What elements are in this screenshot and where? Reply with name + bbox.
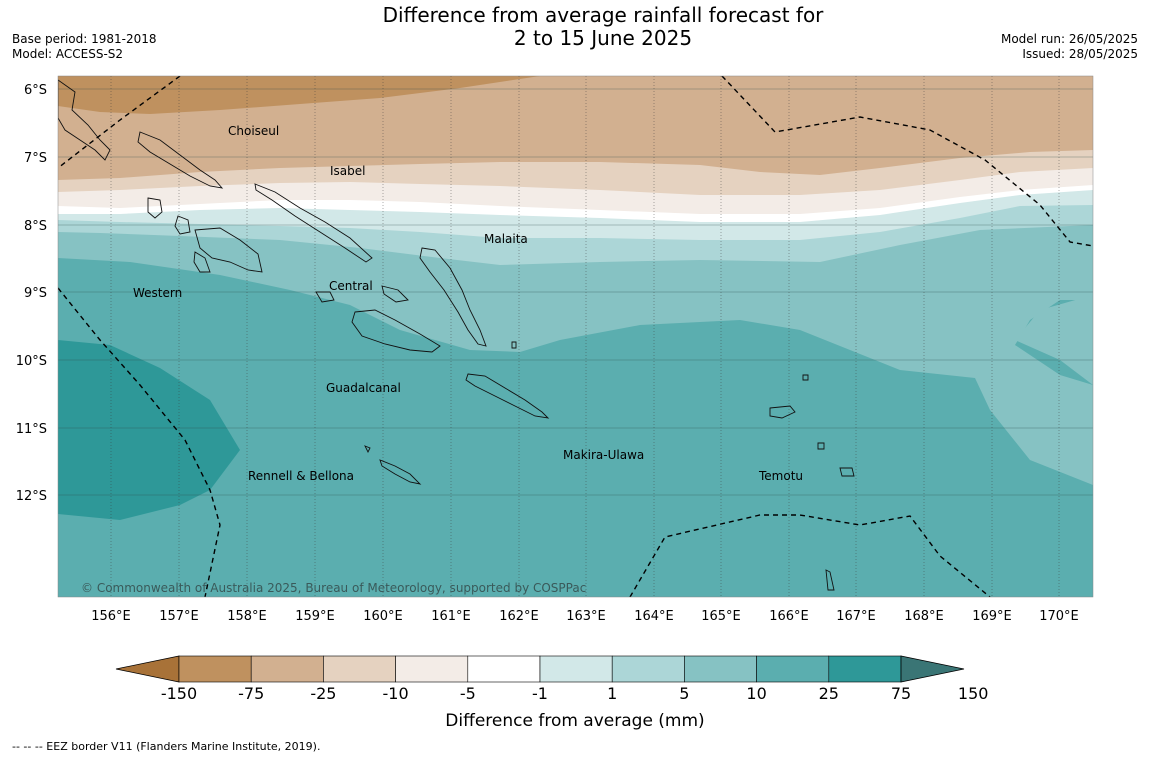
lat-label-8s: 8°S bbox=[24, 219, 47, 234]
colorbar-segment bbox=[395, 655, 469, 683]
colorbar: -150 -75 -25 -10 -5 -1 1 5 10 25 75 150 bbox=[115, 655, 989, 703]
bellona-island bbox=[364, 445, 371, 454]
lon-label-169e: 169°E bbox=[972, 609, 1012, 624]
vanuatu-north-islands bbox=[825, 569, 835, 591]
eez-legend: -- -- -- EEZ border V11 (Flanders Marine… bbox=[12, 740, 321, 753]
title-line-2: 2 to 15 June 2025 bbox=[513, 26, 693, 50]
lon-label-170e: 170°E bbox=[1039, 609, 1079, 624]
label-western: Western bbox=[133, 286, 182, 300]
lon-label-158e: 158°E bbox=[227, 609, 267, 624]
colorbar-tick-label: 75 bbox=[891, 684, 911, 703]
colorbar-tick-label: -75 bbox=[238, 684, 264, 703]
lon-label-168e: 168°E bbox=[904, 609, 944, 624]
model-name: Model: ACCESS-S2 bbox=[12, 47, 124, 61]
lat-label-9s: 9°S bbox=[24, 286, 47, 301]
colorbar-tick-label: -1 bbox=[532, 684, 548, 703]
lon-label-156e: 156°E bbox=[91, 609, 131, 624]
colorbar-tick-label: -10 bbox=[383, 684, 409, 703]
label-rennell-bellona: Rennell & Bellona bbox=[248, 469, 354, 483]
lon-label-157e: 157°E bbox=[159, 609, 199, 624]
small-islet-1 bbox=[511, 341, 517, 349]
title-line-1: Difference from average rainfall forecas… bbox=[382, 3, 824, 27]
model-run-date: Model run: 26/05/2025 bbox=[1000, 32, 1138, 46]
colorbar-extend-high bbox=[900, 655, 965, 683]
malaita-island bbox=[419, 247, 487, 347]
lat-label-12s: 12°S bbox=[16, 489, 47, 504]
colorbar-segment bbox=[756, 655, 830, 683]
lon-label-163e: 163°E bbox=[566, 609, 606, 624]
lat-label-7s: 7°S bbox=[24, 151, 47, 166]
colorbar-segment bbox=[539, 655, 613, 683]
label-guadalcanal: Guadalcanal bbox=[326, 381, 401, 395]
lat-label-10s: 10°S bbox=[16, 354, 47, 369]
map-title: Difference from average rainfall forecas… bbox=[300, 4, 906, 50]
lon-label-160e: 160°E bbox=[363, 609, 403, 624]
colorbar-tick-label: -5 bbox=[460, 684, 476, 703]
base-period: Base period: 1981-2018 bbox=[12, 32, 157, 46]
label-makira-ulawa: Makira-Ulawa bbox=[563, 448, 644, 462]
colorbar-segment bbox=[178, 655, 252, 683]
lat-label-6s: 6°S bbox=[24, 83, 47, 98]
colorbar-tick-label: 5 bbox=[679, 684, 689, 703]
label-choiseul: Choiseul bbox=[228, 124, 279, 138]
utupua-island bbox=[817, 442, 825, 450]
rendova-island bbox=[193, 251, 211, 273]
colorbar-tick-label: 150 bbox=[958, 684, 989, 703]
small-islet-2 bbox=[802, 374, 809, 381]
kolombangara-island bbox=[174, 215, 191, 235]
lon-label-159e: 159°E bbox=[295, 609, 335, 624]
label-isabel: Isabel bbox=[330, 164, 365, 178]
guadalcanal-island bbox=[351, 309, 441, 353]
colorbar-tick-label: 10 bbox=[746, 684, 766, 703]
lon-label-167e: 167°E bbox=[836, 609, 876, 624]
lon-label-164e: 164°E bbox=[634, 609, 674, 624]
run-info: Model run: 26/05/2025 Issued: 28/05/2025 bbox=[1001, 32, 1138, 62]
label-central: Central bbox=[329, 279, 373, 293]
colorbar-segment bbox=[611, 655, 685, 683]
new-georgia-island bbox=[194, 227, 263, 273]
band-75-150 bbox=[58, 340, 240, 520]
colorbar-segment bbox=[467, 655, 541, 683]
lon-label-166e: 166°E bbox=[769, 609, 809, 624]
vanikoro-island bbox=[839, 467, 855, 477]
florida-islands bbox=[381, 285, 409, 303]
eez-borders bbox=[58, 76, 1093, 597]
colorbar-segment bbox=[323, 655, 396, 683]
colorbar-tick-label: -25 bbox=[310, 684, 336, 703]
vella-lavella-island bbox=[147, 197, 163, 219]
lon-label-165e: 165°E bbox=[701, 609, 741, 624]
label-temotu: Temotu bbox=[758, 469, 803, 483]
latitude-gridlines bbox=[58, 88, 1093, 496]
lat-label-11s: 11°S bbox=[16, 422, 47, 437]
rainfall-anomaly-field: Choiseul Isabel Malaita Western Central … bbox=[58, 76, 1093, 597]
colorbar-tick-label: 1 bbox=[607, 684, 617, 703]
island-coastlines bbox=[58, 79, 855, 591]
rennell-island bbox=[379, 459, 422, 485]
label-malaita: Malaita bbox=[484, 232, 528, 246]
issued-date: Issued: 28/05/2025 bbox=[1022, 47, 1138, 61]
colorbar-segment bbox=[828, 655, 902, 683]
lon-label-162e: 162°E bbox=[499, 609, 539, 624]
copyright-notice: © Commonwealth of Australia 2025, Bureau… bbox=[81, 581, 586, 595]
isabel-island bbox=[254, 183, 373, 263]
colorbar-extend-low bbox=[115, 655, 180, 683]
model-info: Base period: 1981-2018 Model: ACCESS-S2 bbox=[12, 32, 157, 62]
choiseul-island bbox=[137, 131, 224, 189]
province-labels: Choiseul Isabel Malaita Western Central … bbox=[133, 124, 803, 483]
longitude-axis: 156°E 157°E 158°E 159°E 160°E 161°E 162°… bbox=[91, 609, 1079, 624]
bougainville-island bbox=[58, 79, 111, 161]
russell-islands bbox=[315, 291, 335, 303]
colorbar-tick-label: 25 bbox=[819, 684, 839, 703]
lon-label-161e: 161°E bbox=[431, 609, 471, 624]
latitude-axis: 6°S 7°S 8°S 9°S 10°S 11°S 12°S bbox=[16, 83, 47, 504]
santa-cruz-island bbox=[769, 405, 796, 419]
colorbar-tick-label: -150 bbox=[161, 684, 197, 703]
band-minus75-minus25 bbox=[58, 76, 540, 114]
colorbar-segment bbox=[684, 655, 757, 683]
colorbar-label: Difference from average (mm) bbox=[445, 711, 704, 731]
map-frame bbox=[57, 75, 1094, 598]
makira-island bbox=[465, 373, 550, 419]
colorbar-segment bbox=[250, 655, 324, 683]
